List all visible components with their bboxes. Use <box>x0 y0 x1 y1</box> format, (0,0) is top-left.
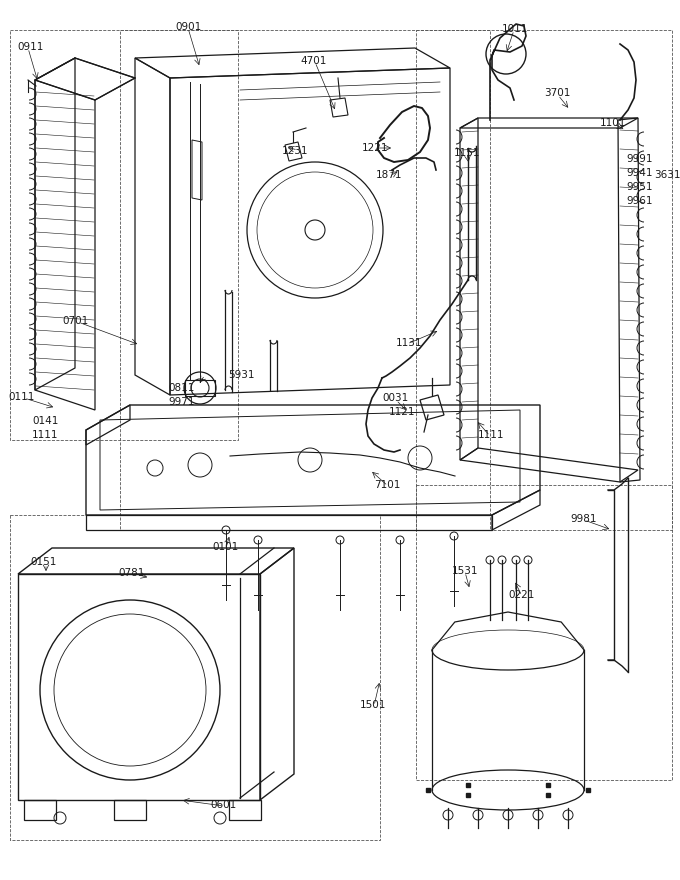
Text: 9961: 9961 <box>626 196 653 206</box>
Text: 4701: 4701 <box>300 56 326 66</box>
Text: 0111: 0111 <box>8 392 35 402</box>
Text: 5931: 5931 <box>228 370 254 380</box>
Text: 0811: 0811 <box>168 383 194 393</box>
Text: 1531: 1531 <box>452 566 479 576</box>
Text: 9971: 9971 <box>168 397 194 407</box>
Text: 0151: 0151 <box>30 557 56 567</box>
Text: 1111: 1111 <box>32 430 58 440</box>
Text: 7101: 7101 <box>374 480 401 490</box>
Text: 9941: 9941 <box>626 168 653 178</box>
Text: 1151: 1151 <box>454 148 481 158</box>
Text: 1101: 1101 <box>600 118 626 128</box>
Text: 1011: 1011 <box>502 24 528 34</box>
Text: 1501: 1501 <box>360 700 386 710</box>
Text: 0221: 0221 <box>508 590 534 600</box>
Text: 9951: 9951 <box>626 182 653 192</box>
Text: 1131: 1131 <box>396 338 422 348</box>
Text: 0781: 0781 <box>118 568 144 578</box>
Text: 9981: 9981 <box>570 514 596 524</box>
Text: 3701: 3701 <box>544 88 571 98</box>
Text: 0911: 0911 <box>17 42 44 52</box>
Text: 0141: 0141 <box>32 416 58 426</box>
Text: 1121: 1121 <box>389 407 415 417</box>
Text: 0031: 0031 <box>382 393 408 403</box>
Text: 0601: 0601 <box>210 800 236 810</box>
Text: 1111: 1111 <box>478 430 505 440</box>
Text: 0901: 0901 <box>175 22 201 32</box>
Text: 9991: 9991 <box>626 154 653 164</box>
Text: 0701: 0701 <box>62 316 88 326</box>
Text: 3631: 3631 <box>654 170 680 180</box>
Text: 1231: 1231 <box>282 146 309 156</box>
Text: 1221: 1221 <box>362 143 388 153</box>
Text: 0101: 0101 <box>212 542 238 552</box>
Text: 1871: 1871 <box>376 170 403 180</box>
